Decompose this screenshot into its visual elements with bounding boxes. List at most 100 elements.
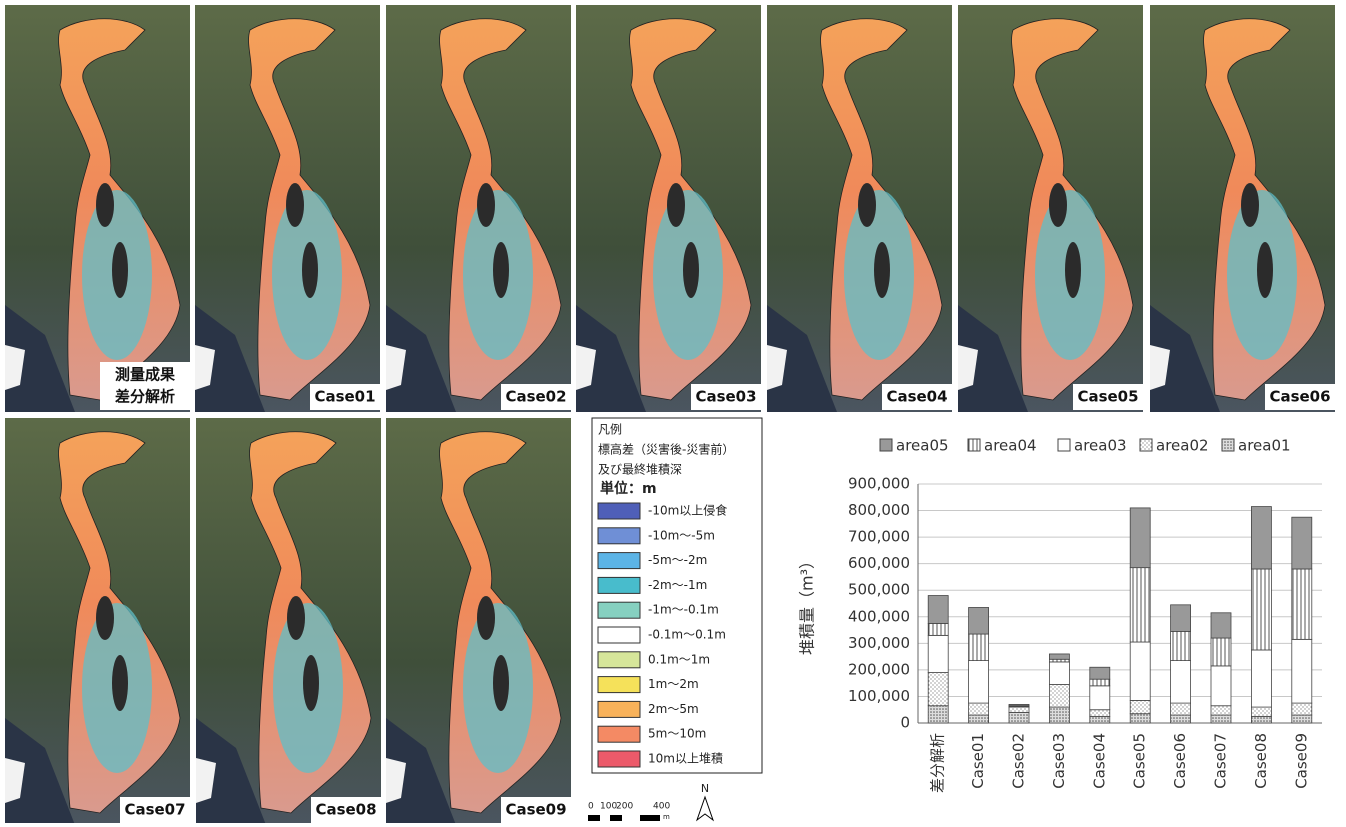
bar-segment bbox=[928, 596, 948, 624]
bar-segment bbox=[1171, 605, 1191, 632]
bar-segment bbox=[1292, 715, 1312, 723]
y-tick-label: 700,000 bbox=[848, 528, 910, 546]
bar-segment bbox=[928, 623, 948, 635]
map-image bbox=[5, 5, 190, 412]
legend-swatch bbox=[598, 503, 640, 519]
panel-label: Case01 bbox=[314, 388, 375, 406]
bar-segment bbox=[1049, 662, 1069, 685]
legend-line: 及び最終堆積深 bbox=[598, 462, 682, 477]
scale-tick: 0 bbox=[588, 802, 594, 812]
panel-label: Case02 bbox=[505, 388, 566, 406]
bar-segment bbox=[1292, 569, 1312, 639]
scale-bar: 0 100 200 400 m N bbox=[588, 782, 713, 821]
y-tick-label: 0 bbox=[900, 714, 910, 732]
y-tick-label: 800,000 bbox=[848, 501, 910, 519]
legend-swatch bbox=[598, 751, 640, 767]
bar-segment bbox=[1090, 710, 1110, 717]
legend-label: 5m～10m bbox=[648, 727, 706, 741]
map-image bbox=[195, 5, 380, 412]
map-legend: 凡例 標高差（災害後-災害前） 及び最終堆積深 単位：m -10m以上侵食-10… bbox=[592, 418, 762, 773]
bar-segment bbox=[1251, 650, 1271, 707]
legend-swatch bbox=[598, 553, 640, 569]
legend-label: area05 bbox=[896, 437, 949, 455]
legend-swatch bbox=[968, 439, 980, 451]
y-tick-label: 200,000 bbox=[848, 660, 910, 678]
bar-segment bbox=[1211, 666, 1231, 706]
map-panel: Case03 bbox=[576, 5, 761, 412]
x-tick-label: Case02 bbox=[1010, 733, 1028, 789]
legend-swatch bbox=[598, 677, 640, 693]
legend-swatch bbox=[598, 602, 640, 618]
x-tick-label: Case07 bbox=[1212, 733, 1230, 789]
bar-segment bbox=[1171, 631, 1191, 660]
legend-label: -10m以上侵食 bbox=[648, 503, 727, 518]
panel-label: Case07 bbox=[124, 801, 185, 819]
bar-segment bbox=[1009, 707, 1029, 712]
bar-segment bbox=[1009, 704, 1029, 705]
legend-label: area04 bbox=[984, 437, 1037, 455]
bar-segment bbox=[969, 607, 989, 634]
panel-label: Case09 bbox=[505, 801, 566, 819]
legend-swatch bbox=[598, 528, 640, 544]
panel-label: 差分解析 bbox=[115, 388, 175, 406]
legend-title: 凡例 bbox=[598, 423, 622, 437]
legend-swatch bbox=[880, 439, 892, 451]
north-label: N bbox=[701, 782, 709, 795]
x-tick-label: Case03 bbox=[1050, 733, 1068, 789]
legend-label: area02 bbox=[1156, 437, 1209, 455]
map-panel: Case08 bbox=[196, 418, 381, 823]
legend-swatch bbox=[598, 701, 640, 717]
bar-segment bbox=[1090, 716, 1110, 723]
map-image bbox=[5, 418, 190, 823]
panel-label: Case08 bbox=[315, 801, 376, 819]
bar-segment bbox=[1090, 667, 1110, 679]
bar-segment bbox=[1211, 706, 1231, 715]
y-tick-label: 300,000 bbox=[848, 634, 910, 652]
bar-segment bbox=[1251, 716, 1271, 723]
bar-segment bbox=[1171, 661, 1191, 703]
legend-label: -2m～-1m bbox=[648, 578, 707, 592]
bar-segment bbox=[1009, 712, 1029, 723]
bar-segment bbox=[1090, 686, 1110, 710]
map-panel: Case02 bbox=[386, 5, 571, 412]
bar-segment bbox=[1292, 639, 1312, 703]
bar-segment bbox=[1171, 703, 1191, 715]
map-image bbox=[196, 418, 381, 823]
bar-segment bbox=[1090, 679, 1110, 686]
figure: 測量成果差分解析Case01Case02Case03Case04Case05Ca… bbox=[0, 0, 1346, 823]
legend-label: -5m～-2m bbox=[648, 553, 707, 567]
y-tick-label: 100,000 bbox=[848, 687, 910, 705]
legend-label: -0.1m～0.1m bbox=[648, 628, 726, 642]
bar-segment bbox=[928, 635, 948, 672]
x-tick-label: Case05 bbox=[1131, 733, 1149, 789]
scale-tick: 200 bbox=[616, 802, 633, 812]
legend-swatch bbox=[598, 652, 640, 668]
bar-segment bbox=[1130, 508, 1150, 568]
legend-label: 0.1m～1m bbox=[648, 652, 710, 666]
bar-segment bbox=[1292, 517, 1312, 569]
bar-segment bbox=[1211, 715, 1231, 723]
bar-chart: 堆積量（m³） 0100,000200,000300,000400,000500… bbox=[798, 437, 1323, 794]
bar-segment bbox=[1049, 707, 1069, 723]
legend-swatch bbox=[598, 627, 640, 643]
scale-tick: 400 bbox=[653, 802, 670, 812]
bar-segment bbox=[1211, 613, 1231, 638]
legend-label: -10m～-5m bbox=[648, 528, 715, 542]
map-panel: Case09 bbox=[386, 418, 571, 823]
scale-unit: m bbox=[663, 813, 670, 821]
bar-segment bbox=[1251, 707, 1271, 716]
bar-segment bbox=[1292, 703, 1312, 715]
y-tick-label: 400,000 bbox=[848, 607, 910, 625]
bar-segment bbox=[969, 715, 989, 723]
map-image bbox=[1150, 5, 1335, 412]
bar-segment bbox=[1049, 654, 1069, 659]
bar-segment bbox=[969, 634, 989, 661]
panel-label: Case05 bbox=[1077, 388, 1138, 406]
x-tick-label: Case08 bbox=[1252, 733, 1270, 789]
bar-segment bbox=[1171, 715, 1191, 723]
legend-swatch bbox=[1058, 439, 1070, 451]
map-image bbox=[958, 5, 1143, 412]
x-tick-label: 差分解析 bbox=[929, 733, 947, 793]
x-tick-label: Case01 bbox=[969, 733, 987, 789]
